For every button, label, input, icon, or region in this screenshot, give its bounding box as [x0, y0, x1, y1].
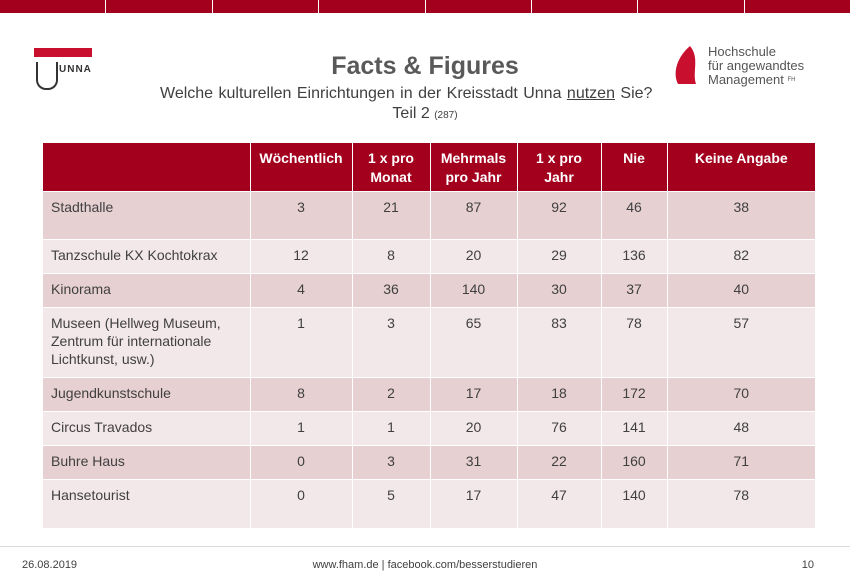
table-cell: 36 [352, 273, 431, 308]
table-cell: 20 [430, 239, 518, 274]
table-cell: 160 [601, 445, 668, 480]
table-cell: 21 [352, 191, 431, 240]
table-row: Museen (Hellweg Museum, Zentrum für inte… [43, 307, 815, 378]
table-cell: 3 [352, 307, 431, 378]
table-cell: 40 [667, 273, 815, 308]
table-cell: 12 [250, 239, 353, 274]
row-label: Museen (Hellweg Museum, Zentrum für inte… [43, 307, 251, 378]
table-cell: 1 [250, 307, 353, 378]
table-cell: 8 [352, 239, 431, 274]
table-cell: 87 [430, 191, 518, 240]
table-cell: 5 [352, 479, 431, 528]
column-header: 1 x pro Jahr [517, 143, 602, 192]
table-cell: 2 [352, 377, 431, 412]
table-cell: 3 [250, 191, 353, 240]
subtitle-post: Sie? [614, 85, 653, 102]
table-cell: 1 [250, 411, 353, 446]
respondent-count: (287) [434, 110, 458, 121]
table-cell: 1 [352, 411, 431, 446]
table-cell: 0 [250, 479, 353, 528]
table-cell: 18 [517, 377, 602, 412]
subtitle-pre: Welche kulturellen Einrichtungen in der … [160, 85, 567, 102]
subtitle-underlined: nutzen [566, 85, 615, 102]
table-cell: 29 [517, 239, 602, 274]
table-row: Hansetourist 0 5 17 47 140 78 [43, 479, 815, 528]
column-header-label [43, 143, 251, 192]
column-header: Wöchentlich [250, 143, 353, 192]
table-row: Stadthalle 3 21 87 92 46 38 [43, 191, 815, 240]
table-cell: 31 [430, 445, 518, 480]
table-cell: 17 [430, 377, 518, 412]
fham-logo: Hochschule für angewandtes Management FH [670, 44, 830, 90]
unna-logo-text: UNNA [59, 64, 92, 75]
column-header: 1 x pro Monat [352, 143, 431, 192]
row-label: Stadthalle [43, 191, 251, 240]
table-cell: 141 [601, 411, 668, 446]
table-cell: 140 [601, 479, 668, 528]
sail-icon [675, 46, 696, 84]
table-row: Buhre Haus 0 3 31 22 160 71 [43, 445, 815, 480]
row-label: Circus Travados [43, 411, 251, 446]
row-label: Jugendkunstschule [43, 377, 251, 412]
table-cell: 83 [517, 307, 602, 378]
column-header: Keine Angabe [667, 143, 815, 192]
page-number: 10 [801, 559, 814, 571]
table-cell: 22 [517, 445, 602, 480]
table-cell: 30 [517, 273, 602, 308]
table-cell: 48 [667, 411, 815, 446]
table-cell: 78 [601, 307, 668, 378]
row-label: Buhre Haus [43, 445, 251, 480]
table-cell: 0 [250, 445, 353, 480]
table-row: Kinorama 4 36 140 30 37 40 [43, 273, 815, 308]
part-label-text: Teil 2 [392, 105, 435, 122]
row-label: Tanzschule KX Kochtokrax [43, 239, 251, 274]
column-header: Nie [601, 143, 668, 192]
table-cell: 3 [352, 445, 431, 480]
table-cell: 47 [517, 479, 602, 528]
table-cell: 82 [667, 239, 815, 274]
fham-logo-line2: für angewandtes [708, 58, 805, 73]
page-subtitle: Welche kulturellen Einrichtungen in der … [160, 85, 652, 103]
unna-logo: UNNA [34, 48, 94, 100]
table-cell: 8 [250, 377, 353, 412]
table-cell: 46 [601, 191, 668, 240]
table-row: Jugendkunstschule 8 2 17 18 172 70 [43, 377, 815, 412]
table-cell: 4 [250, 273, 353, 308]
row-label: Kinorama [43, 273, 251, 308]
table-cell: 78 [667, 479, 815, 528]
fham-logo-suffix: FH [787, 77, 796, 83]
table-cell: 76 [517, 411, 602, 446]
table-cell: 65 [430, 307, 518, 378]
row-label: Hansetourist [43, 479, 251, 528]
table-cell: 70 [667, 377, 815, 412]
table-cell: 20 [430, 411, 518, 446]
part-label: Teil 2 (287) [0, 105, 850, 123]
table-row: Tanzschule KX Kochtokrax 12 8 20 29 136 82 [43, 239, 815, 274]
table-cell: 92 [517, 191, 602, 240]
table-cell: 136 [601, 239, 668, 274]
table-cell: 140 [430, 273, 518, 308]
footer-links: www.fham.de | facebook.com/besserstudier… [312, 559, 538, 571]
table-cell: 172 [601, 377, 668, 412]
table-cell: 17 [430, 479, 518, 528]
table-cell: 37 [601, 273, 668, 308]
table-cell: 57 [667, 307, 815, 378]
table-header-row: Wöchentlich 1 x pro Monat Mehrmals pro Jah… [43, 143, 815, 192]
page-title: Facts & Figures [331, 52, 519, 80]
data-table: Wöchentlich 1 x pro Monat Mehrmals pro Jah… [43, 143, 815, 528]
table-cell: 38 [667, 191, 815, 240]
fham-logo-line3: Management [708, 72, 784, 87]
footer-date: 26.08.2019 [22, 559, 78, 571]
fham-logo-line1: Hochschule [708, 44, 776, 59]
column-header: Mehrmals pro Jahr [430, 143, 518, 192]
table-row: Circus Travados 1 1 20 76 141 48 [43, 411, 815, 446]
footer-divider [0, 546, 850, 547]
table-cell: 71 [667, 445, 815, 480]
top-accent-bar [0, 0, 850, 13]
